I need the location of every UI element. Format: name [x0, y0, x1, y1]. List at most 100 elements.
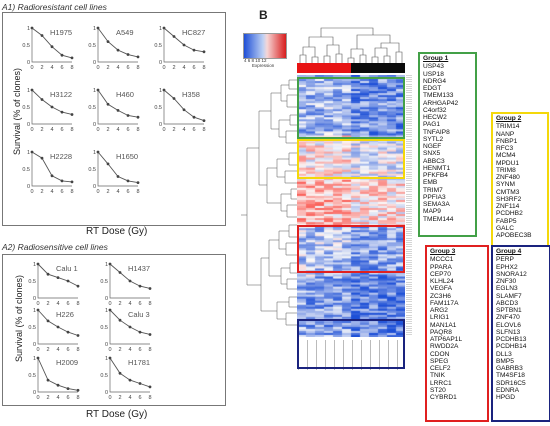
survival-point	[136, 55, 140, 59]
x-tick-label: 6	[138, 301, 141, 307]
y-tick-label: 1	[93, 26, 96, 32]
x-tick-label: 2	[106, 65, 109, 71]
x-tick-label: 4	[128, 347, 131, 353]
x-tick-label: 4	[128, 395, 131, 401]
y-tick-label: 0.5	[28, 279, 36, 285]
survival-point	[116, 48, 120, 52]
gene-lrrc1: LRRC1	[430, 379, 452, 387]
survival-point	[116, 175, 120, 178]
gene-celf2: CELF2	[430, 365, 451, 372]
x-tick-label: 4	[50, 127, 53, 133]
survival-plot-h3122: 1 0.5 0 0 2 4 6 8 H3122	[22, 88, 76, 137]
survival-point	[108, 356, 112, 360]
x-tick-label: 8	[202, 127, 205, 133]
group-1-list: Group 1 USP43 USP18 NDRG4 EDGT TMEM133 ARHGAP…	[418, 52, 477, 237]
group-2-title: Group 2	[496, 115, 522, 122]
cell-line-label: H1975	[50, 28, 72, 37]
survival-point	[60, 53, 64, 57]
survival-point	[118, 271, 122, 274]
heatmap	[297, 75, 405, 337]
heatmap-box-group-3	[297, 225, 405, 273]
gene-map9: MAP9	[423, 208, 441, 216]
gene-znf480: ZNF480	[496, 174, 520, 181]
survival-point	[46, 378, 50, 382]
gene-pag1: PAG1	[423, 121, 441, 129]
y-tick-label: 0	[159, 60, 162, 66]
survival-point	[126, 53, 130, 56]
y-tick-label: 0	[33, 342, 36, 348]
cell-line-label: HC827	[182, 28, 205, 37]
x-tick-label: 8	[136, 65, 139, 71]
x-tick-label: 8	[136, 127, 139, 133]
cell-line-label: H460	[116, 90, 134, 99]
survival-point	[138, 382, 142, 385]
survival-point	[106, 162, 110, 166]
x-tick-label: 0	[108, 395, 111, 401]
gene-lrig1: LRIG1	[430, 314, 450, 322]
gene-ppara: PPARA	[430, 263, 452, 271]
gene-galc: GALC	[496, 224, 514, 232]
group-3-list: Group 3 MCCC1 PPARA CEP70 KLHL24 VEGFA ZC3H6 F…	[425, 245, 489, 422]
x-tick-label: 6	[126, 189, 129, 195]
gene-pcdhb14: PCDHB14	[496, 343, 527, 351]
cell-line-label: H1650	[116, 152, 138, 161]
survival-point	[36, 356, 40, 360]
y-tick-label: 0	[93, 122, 96, 128]
survival-plot-h1437: 1 0.5 0 0 2 4 6 8 H1437	[100, 262, 154, 311]
x-tick-label: 0	[96, 65, 99, 71]
gene-znf470: ZNF470	[496, 314, 520, 322]
x-tick-label: 0	[30, 127, 33, 133]
gene-klhl24: KLHL24	[430, 278, 454, 285]
y-tick-label: 0.5	[88, 105, 96, 111]
gene-mcm4: MCM4	[496, 152, 516, 160]
survival-point	[106, 40, 110, 43]
y-tick-label: 0	[33, 296, 36, 302]
x-tick-label: 2	[40, 127, 43, 133]
survival-plot-h460: 1 0.5 0 0 2 4 6 8 H460	[88, 88, 142, 137]
gene-ppfia3: PPFIA3	[423, 193, 446, 201]
survival-plot-hc827: 1 0.5 0 0 2 4 6 8 HC827	[154, 26, 208, 75]
panel-a2-xlabel: RT Dose (Gy)	[86, 409, 148, 420]
heatmap-box-group-2	[297, 139, 405, 179]
survival-point	[56, 325, 60, 329]
x-tick-label: 4	[128, 301, 131, 307]
x-tick-label: 2	[40, 189, 43, 195]
x-tick-label: 8	[136, 189, 139, 195]
survival-point	[36, 262, 40, 266]
y-tick-label: 0.5	[28, 325, 36, 331]
gene-trim8: TRIM8	[496, 166, 516, 174]
survival-plot-h1650: 1 0.5 0 0 2 4 6 8 H1650	[88, 150, 142, 199]
y-tick-label: 1	[105, 356, 108, 362]
survival-plot-h1781: 1 0.5 0 0 2 4 6 8 H1781	[100, 356, 154, 405]
class-bar-black	[351, 63, 405, 73]
survival-point	[128, 378, 132, 382]
gene-pcdhb13: PCDHB13	[496, 336, 527, 343]
x-tick-label: 2	[106, 189, 109, 195]
gene-rwdd2a: RWDD2A	[430, 343, 459, 351]
survival-point	[182, 108, 186, 112]
x-tick-label: 0	[36, 395, 39, 401]
x-tick-label: 2	[118, 301, 121, 307]
survival-plot-h358: 1 0.5 0 0 2 4 6 8 H358	[154, 88, 208, 137]
gene-edgt: EDGT	[423, 85, 442, 92]
x-tick-label: 0	[96, 127, 99, 133]
survival-point	[116, 109, 120, 112]
y-tick-label: 0.5	[22, 167, 30, 173]
plot-axes	[109, 358, 150, 393]
y-tick-label: 0	[27, 122, 30, 128]
gene-hecw2: HECW2	[423, 114, 447, 121]
gene-hpgd: HPGD	[496, 394, 516, 401]
group-4-title: Group 4	[496, 248, 522, 255]
y-tick-label: 1	[105, 308, 108, 314]
plot-axes	[37, 358, 78, 393]
cell-line-label: Calu 3	[128, 310, 150, 319]
gene-dll3: DLL3	[496, 350, 512, 358]
survival-point	[148, 385, 152, 389]
panel-a1-ylabel: Survival (% of clones)	[12, 67, 22, 155]
gene-henmt1: HENMT1	[423, 164, 451, 172]
survival-point	[40, 156, 44, 160]
gene-nanp: NANP	[496, 130, 515, 138]
x-tick-label: 6	[126, 65, 129, 71]
cell-line-label: H3122	[50, 90, 72, 99]
panel-a2-ylabel: Survival (% of clones)	[14, 274, 24, 362]
